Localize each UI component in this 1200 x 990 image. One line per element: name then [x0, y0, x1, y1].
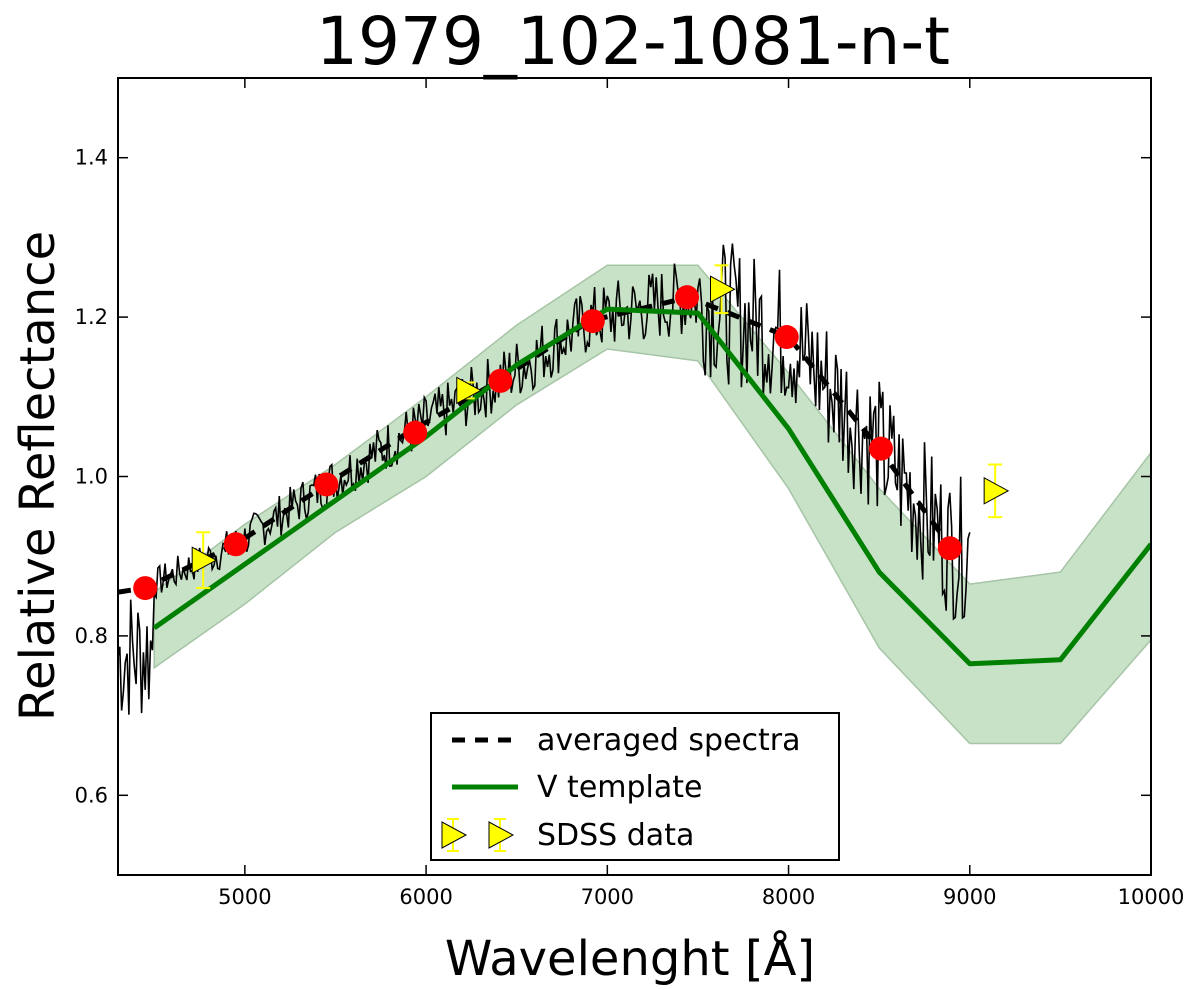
template-uncertainty-band	[153, 264, 1151, 745]
y-tick-label: 0.6	[75, 783, 108, 807]
x-tick-label: 10000	[1118, 885, 1185, 909]
sdss-point	[709, 264, 736, 315]
legend-swatch-sdss	[441, 818, 515, 852]
averaged-point	[314, 472, 339, 497]
axes: 5000 6000 7000 8000 9000 10000 0.6 0.8 1.0 1.2 1.4	[75, 78, 1185, 909]
averaged-point	[403, 420, 428, 445]
chart-title: 1979_102-1081-n-t	[316, 3, 950, 80]
x-tick-label: 6000	[399, 885, 452, 909]
x-axis-label: Wavelenght [Å]	[445, 930, 815, 987]
averaged-point	[774, 325, 799, 350]
individual-spectrum-line	[118, 243, 971, 715]
plot-area	[118, 243, 1151, 745]
averaged-point	[868, 436, 893, 461]
y-tick-label: 1.2	[75, 305, 108, 329]
y-tick-label: 0.8	[75, 624, 108, 648]
sdss-triangle	[709, 275, 736, 304]
averaged-point	[675, 285, 700, 310]
y-axis-label: Relative Reflectance	[10, 231, 66, 721]
sdss-point	[983, 463, 1010, 519]
v-template-line	[152, 306, 1151, 667]
sdss-triangle	[983, 477, 1010, 505]
y-tick-label: 1.0	[75, 465, 108, 489]
averaged-point	[223, 532, 248, 557]
legend-label-template: V template	[537, 770, 702, 805]
x-tick-label: 9000	[943, 885, 996, 909]
averaged-point	[580, 309, 605, 334]
sdss-point	[191, 531, 218, 590]
sdss-triangle	[191, 546, 218, 575]
sdss-triangle	[456, 376, 482, 405]
averaged-point	[133, 576, 158, 601]
legend: averaged spectra V template SDSS data	[430, 712, 840, 861]
y-tick-label: 1.4	[75, 146, 108, 170]
x-tick-label: 5000	[218, 885, 271, 909]
x-tick-label: 7000	[581, 885, 634, 909]
sdss-point	[456, 376, 482, 405]
x-tick-label: 8000	[762, 885, 815, 909]
averaged-point	[937, 536, 962, 561]
legend-label-averaged: averaged spectra	[537, 723, 801, 758]
averaged-point	[488, 368, 513, 393]
legend-label-sdss: SDSS data	[537, 818, 694, 853]
